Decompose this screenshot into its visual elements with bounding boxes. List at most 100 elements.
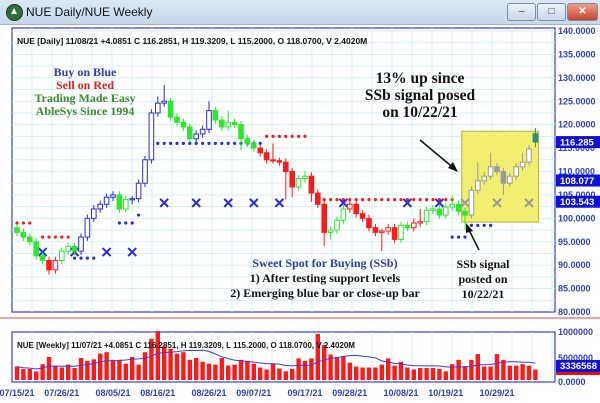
x-tick-label: 08/05/21 — [95, 388, 130, 398]
volume-bar — [136, 364, 141, 380]
volume-bar — [91, 359, 96, 380]
legend-annotation: Buy on Blue Sell on Red Trading Made Eas… — [30, 66, 140, 118]
candle — [91, 205, 97, 223]
volume-bar — [264, 369, 269, 380]
volume-average-label: 3336568 — [560, 361, 597, 372]
candle-body — [526, 148, 532, 163]
y-tick-label: 130.0000 — [558, 73, 596, 83]
volume-bar — [405, 367, 410, 380]
candle-body — [231, 121, 238, 126]
candle — [71, 242, 78, 255]
resistance-dot — [60, 235, 64, 239]
support-dot — [476, 223, 480, 227]
candle — [449, 194, 455, 211]
close-button[interactable]: ✕ — [567, 3, 598, 21]
gain-note-line: 13% up since — [375, 70, 465, 87]
legend-tagline: Trading Made Easy — [34, 91, 136, 105]
arrow-head — [448, 162, 458, 172]
volume-bar — [462, 366, 468, 380]
candle — [507, 172, 513, 187]
candle — [39, 252, 46, 265]
support-dot — [207, 141, 211, 145]
candle-body — [417, 221, 423, 224]
candle-body — [519, 161, 526, 168]
resistance-dot — [367, 198, 371, 202]
resistance-dot — [271, 134, 275, 138]
volume-bar — [482, 366, 487, 380]
candle-body — [379, 230, 385, 233]
candle-body — [334, 219, 340, 231]
volume-bar — [142, 352, 148, 380]
gain-note-line: on 10/22/21 — [382, 104, 458, 121]
signal-x-marker — [223, 198, 233, 208]
candle — [481, 171, 487, 185]
volume-bar — [322, 344, 327, 380]
candle — [398, 221, 404, 244]
candle — [20, 228, 27, 241]
x-tick-label: 07/15/21 — [0, 388, 35, 398]
volume-bar — [277, 368, 282, 380]
resistance-dot — [47, 235, 51, 239]
candle — [238, 120, 244, 151]
candle — [327, 226, 334, 240]
candle-body — [187, 126, 193, 140]
volume-bar — [424, 368, 429, 380]
resistance-dot — [431, 198, 435, 202]
candle — [212, 106, 219, 124]
candle — [289, 167, 295, 198]
candle — [321, 200, 327, 247]
volume-bar — [283, 371, 288, 380]
candle — [84, 214, 91, 241]
support-dot — [233, 141, 237, 145]
app-logo-icon — [6, 4, 23, 21]
maximize-button[interactable]: □ — [537, 3, 566, 21]
resistance-dot — [418, 198, 422, 202]
volume-tick-label: 1000000 — [558, 327, 593, 337]
candle-body — [507, 175, 513, 184]
gain-note-line: SSb signal posed — [364, 87, 476, 104]
resistance-dot — [21, 221, 25, 225]
candle-body — [289, 171, 295, 188]
volume-bar — [450, 364, 455, 380]
candle — [27, 233, 33, 246]
volume-bar — [194, 357, 199, 380]
candle — [340, 205, 347, 224]
candle-body — [340, 208, 347, 221]
support-dot — [258, 141, 262, 145]
minimize-button[interactable]: – — [507, 3, 536, 21]
x-tick-label: 10/29/21 — [479, 388, 514, 398]
candle-body — [219, 119, 225, 128]
candle — [193, 130, 199, 143]
volume-bar — [392, 365, 397, 380]
candle-body — [238, 124, 244, 140]
volume-bar — [514, 365, 519, 380]
volume-bar — [354, 366, 359, 380]
volume-bar — [53, 365, 58, 380]
resistance-dot — [322, 198, 326, 202]
volume-bar — [507, 365, 512, 380]
candle — [65, 242, 72, 255]
volume-bar — [85, 360, 90, 380]
candle-body — [327, 229, 334, 233]
resistance-dot — [53, 235, 58, 239]
volume-bar — [174, 353, 180, 380]
legend-buy: Buy on Blue — [53, 65, 117, 79]
y-tick-label: 125.0000 — [558, 96, 596, 106]
candle-body — [372, 227, 379, 233]
candle-body — [283, 161, 289, 172]
candle-body — [481, 175, 487, 182]
candle — [519, 152, 526, 171]
volume-bar — [398, 361, 404, 380]
candle-body — [199, 128, 206, 135]
volume-bar — [418, 368, 423, 380]
candle — [379, 228, 385, 252]
x-tick-label: 10/19/21 — [428, 388, 463, 398]
volume-bar — [469, 359, 474, 380]
y-tick-label: 135.0000 — [558, 49, 596, 59]
candle-body — [475, 180, 481, 191]
window-title: NUE Daily/NUE Weekly — [26, 5, 153, 19]
candle — [295, 174, 302, 191]
volume-bar — [72, 368, 77, 380]
candle — [359, 209, 366, 223]
